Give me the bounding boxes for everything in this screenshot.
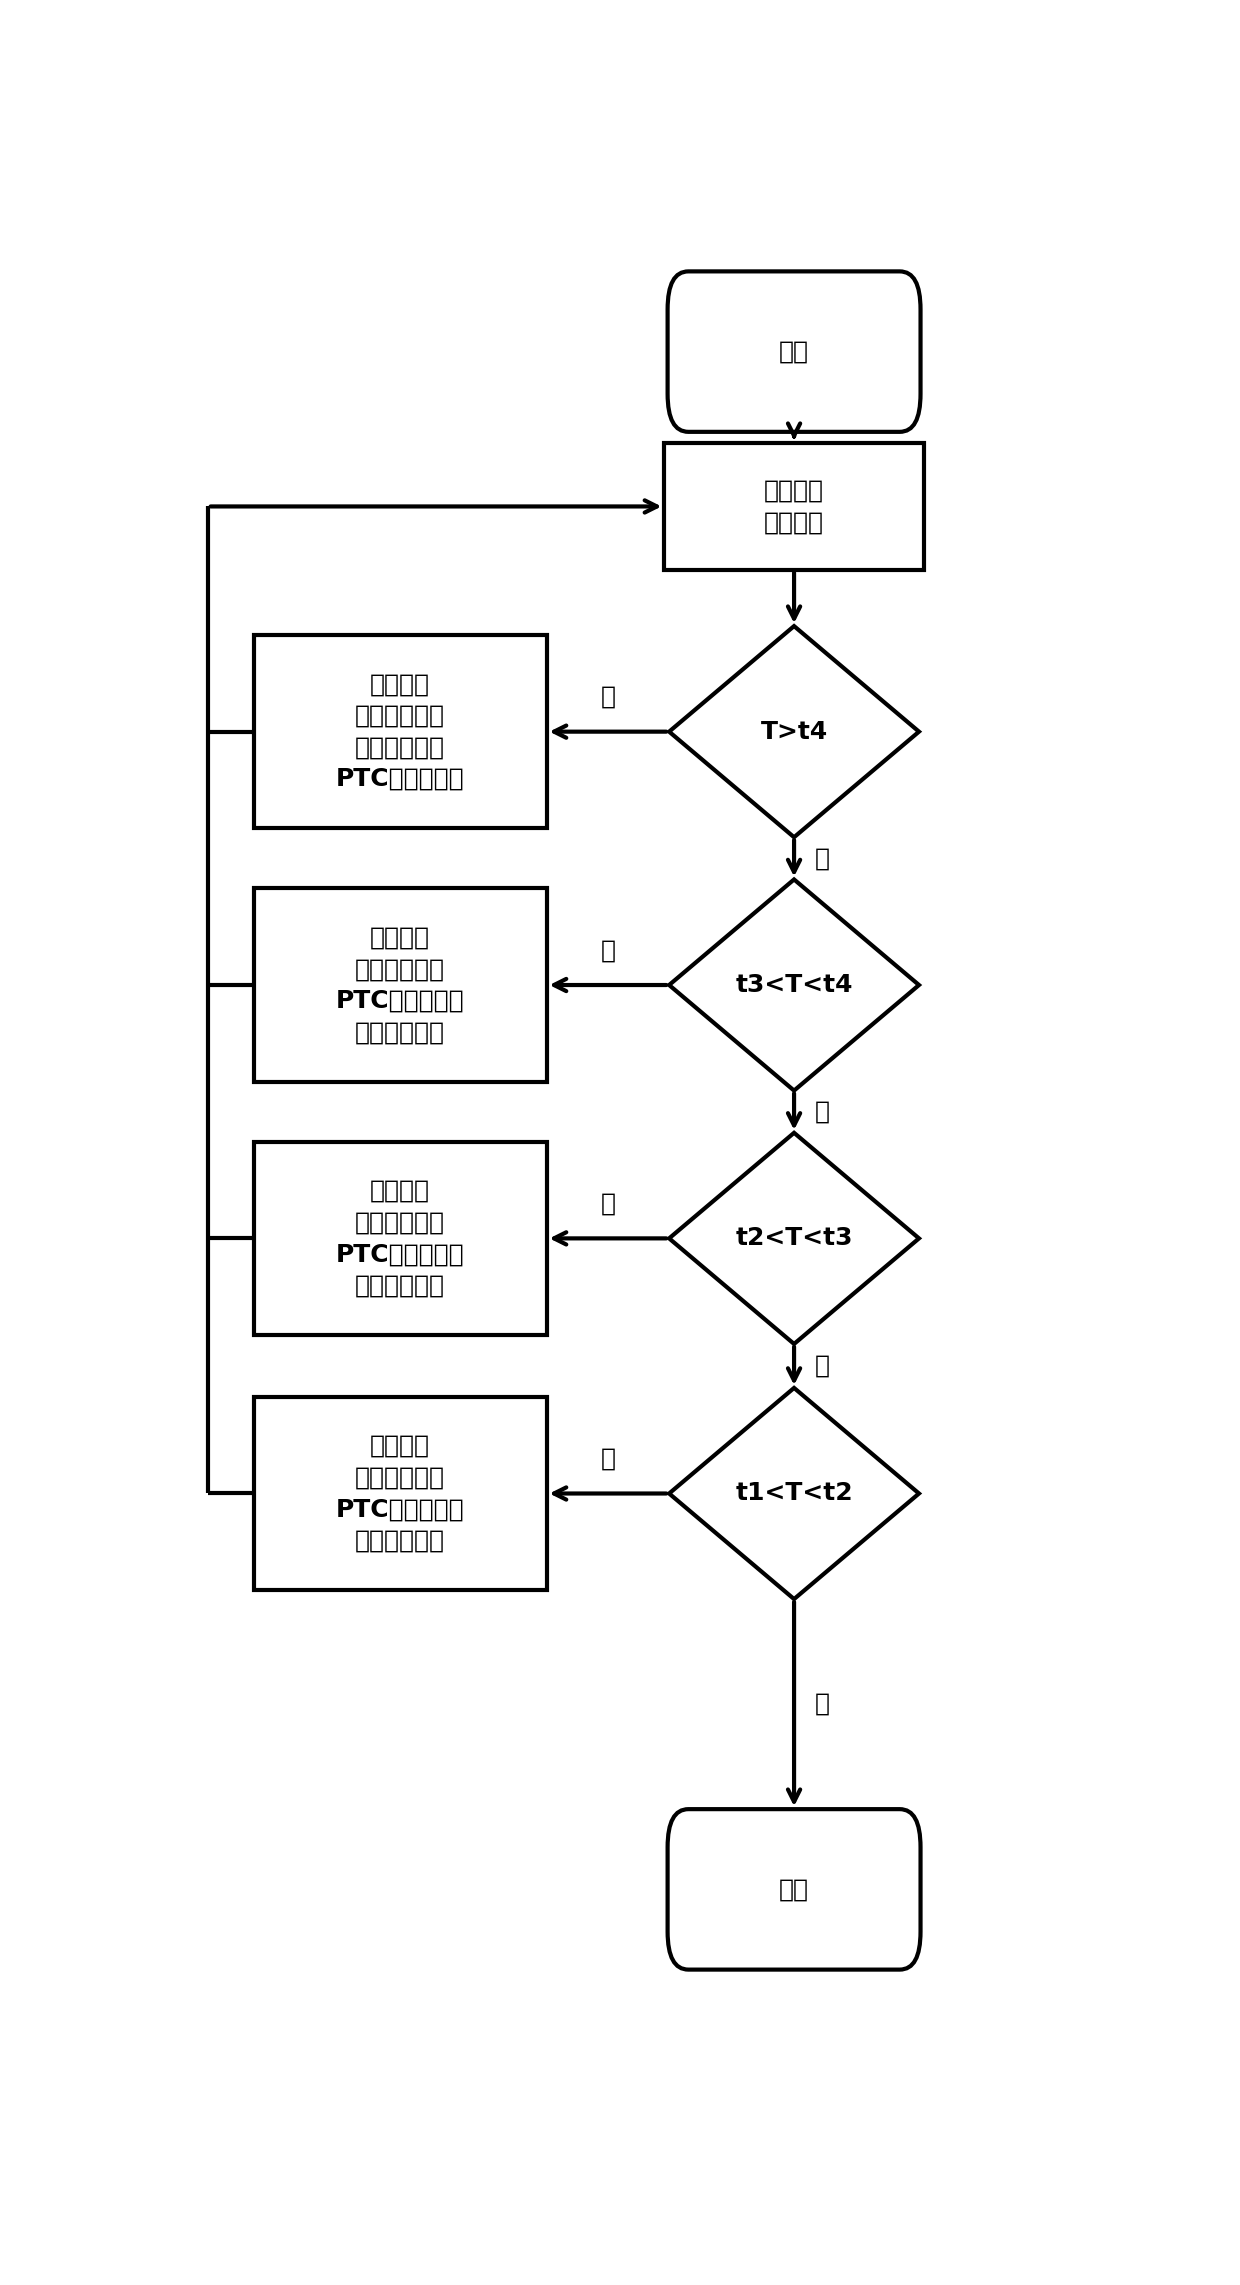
Bar [665, 443, 924, 569]
Text: 是: 是 [600, 939, 615, 962]
Text: t2<T<t3: t2<T<t3 [735, 1227, 853, 1250]
FancyBboxPatch shape [667, 1810, 920, 1970]
Text: 风机关闭
电子水泵打开
PTC加热器打开
进气格栊关闭: 风机关闭 电子水泵打开 PTC加热器打开 进气格栊关闭 [336, 1435, 464, 1554]
Text: 否: 否 [815, 845, 831, 871]
Text: 是: 是 [600, 1190, 615, 1216]
Polygon shape [670, 626, 919, 836]
Text: 开始: 开始 [779, 340, 808, 363]
Polygon shape [670, 1387, 919, 1599]
Text: T>t4: T>t4 [760, 720, 827, 743]
Text: 风机打开
电子水泵打开
PTC加热器关闭
进气格栊关闭: 风机打开 电子水泵打开 PTC加热器关闭 进气格栊关闭 [336, 925, 464, 1044]
Text: t1<T<t2: t1<T<t2 [735, 1481, 853, 1506]
Polygon shape [670, 1133, 919, 1344]
Text: 结束: 结束 [779, 1878, 808, 1901]
Text: t3<T<t4: t3<T<t4 [735, 973, 853, 996]
Text: 风机打开
进气格栊打开
电子水泵打开
PTC加热器关闭: 风机打开 进气格栊打开 电子水泵打开 PTC加热器关闭 [336, 672, 464, 791]
Text: 是: 是 [600, 1446, 615, 1472]
Bar [253, 635, 547, 829]
Text: 温度检测
电压检测: 温度检测 电压检测 [764, 478, 825, 535]
Bar [253, 889, 547, 1081]
Bar [253, 1396, 547, 1590]
Text: 风机关闭
电子水泵关闭
PTC加热器关闭
进气格栊关闭: 风机关闭 电子水泵关闭 PTC加热器关闭 进气格栊关闭 [336, 1179, 464, 1298]
Text: 是: 是 [600, 686, 615, 708]
Text: 否: 否 [815, 1099, 831, 1124]
Polygon shape [670, 880, 919, 1090]
Text: 否: 否 [815, 1693, 831, 1716]
Bar [253, 1142, 547, 1334]
Text: 否: 否 [815, 1355, 831, 1378]
FancyBboxPatch shape [667, 272, 920, 432]
